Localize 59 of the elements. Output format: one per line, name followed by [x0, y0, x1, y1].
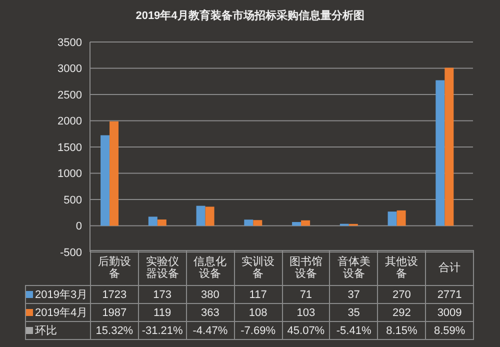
data-label: -4.47%	[186, 322, 234, 340]
bar	[148, 216, 158, 226]
data-label: -5.41%	[330, 322, 378, 340]
chart-title: 2019年4月教育装备市场招标采购信息量分析图	[134, 8, 366, 23]
bar	[388, 212, 397, 226]
x-tick-label: 信息化设备	[186, 250, 234, 286]
data-label: 103	[282, 304, 330, 322]
y-tick-label: 2000	[58, 116, 82, 128]
y-tick-label: 3500	[58, 36, 82, 49]
y-tick-label: 3000	[58, 63, 82, 76]
data-label: 292	[378, 304, 426, 322]
bar	[244, 220, 254, 226]
data-label: 108	[234, 304, 282, 322]
legend-label: 2019年3月	[26, 286, 90, 304]
x-tick-label: 实验仪器设备	[138, 250, 186, 286]
data-label: 119	[138, 304, 186, 322]
y-tick-label: 0	[76, 220, 82, 233]
y-tick-label: -500	[60, 246, 82, 259]
data-label: 8.15%	[378, 322, 426, 340]
data-label: 363	[186, 304, 234, 322]
data-label: 117	[234, 286, 282, 304]
data-label: 270	[378, 286, 426, 304]
bar	[100, 135, 110, 226]
legend-label: 2019年4月	[26, 304, 90, 322]
data-label: 35	[330, 304, 378, 322]
data-label: 1723	[90, 286, 138, 304]
data-label: -31.21%	[138, 322, 186, 340]
y-tick-label: 500	[64, 194, 82, 206]
bar	[157, 220, 166, 226]
bar	[110, 121, 119, 226]
bar	[436, 80, 445, 226]
y-tick-label: 1500	[58, 142, 82, 154]
data-label: 15.32%	[90, 322, 138, 340]
x-tick-label: 实训设备	[234, 250, 282, 286]
bar	[396, 210, 406, 226]
x-tick-label: 音体美设备	[330, 250, 378, 286]
y-tick-label: 2500	[58, 89, 82, 102]
x-tick-label: 图书馆设备	[282, 250, 330, 286]
x-tick-label: 合计	[426, 250, 474, 286]
data-label: -7.69%	[234, 322, 282, 340]
legend-label: 环比	[26, 322, 90, 340]
data-label: 8.59%	[426, 322, 474, 340]
data-label: 37	[330, 286, 378, 304]
bar	[301, 220, 310, 226]
data-label: 380	[186, 286, 234, 304]
bar	[292, 222, 302, 226]
bar	[196, 206, 206, 226]
bar	[205, 206, 214, 226]
bar	[253, 220, 262, 226]
x-tick-label: 其他设备	[378, 250, 426, 286]
data-label: 1987	[90, 304, 138, 322]
data-label: 173	[138, 286, 186, 304]
data-label: 71	[282, 286, 330, 304]
y-tick-label: 1000	[58, 168, 82, 180]
x-tick-label: 后勤设备	[90, 250, 138, 286]
data-label: 3009	[426, 304, 474, 322]
data-label: 45.07%	[282, 322, 330, 340]
bar	[444, 68, 454, 226]
data-label: 2771	[426, 286, 474, 304]
